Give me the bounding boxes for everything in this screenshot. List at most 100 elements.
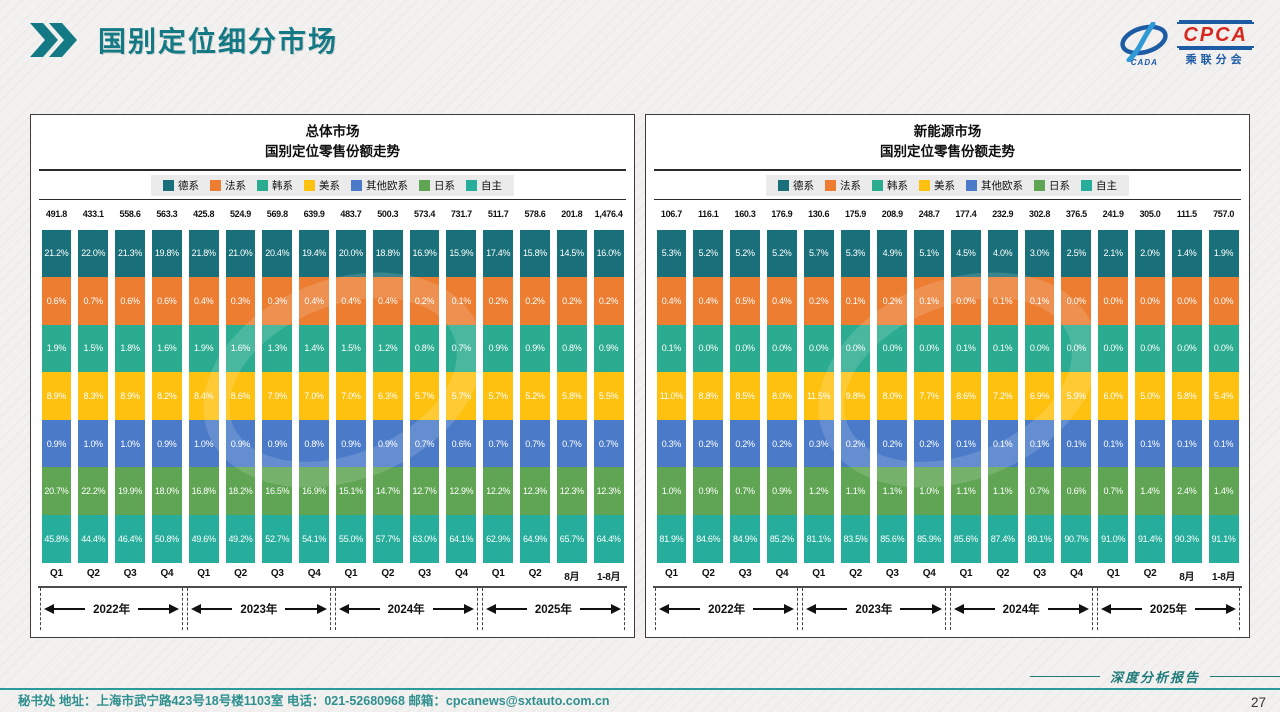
x-axis-labels: Q1 Q2 Q3 Q4 Q1 Q2 Q3 Q4 Q1 Q2 Q3 Q4 Q1 Q2 8月 1-8月 bbox=[38, 568, 627, 583]
x-tick-label: Q2 bbox=[849, 567, 862, 579]
bar-segment: 5.9% bbox=[1061, 372, 1092, 420]
bar-segment: 7.7% bbox=[914, 372, 944, 420]
bar-segment: 1.4% bbox=[1171, 229, 1202, 278]
x-tick-label: Q4 bbox=[454, 567, 468, 579]
chart-panel-nev-market: 新能源市场 国别定位零售份额走势 德系 法系 韩系 美系 其他欧系 日系 自主 106.7 1… bbox=[645, 114, 1250, 638]
slide-header: 国别定位细分市场 bbox=[30, 20, 338, 60]
year-groups-row: 2022年 2023年 2024年 2025年 bbox=[38, 587, 627, 630]
year-group-label: 2024年 bbox=[1002, 603, 1040, 616]
arrow-left-icon bbox=[806, 603, 817, 614]
chart-title: 总体市场 国别定位零售份额走势 bbox=[38, 122, 627, 163]
bar-segment: 0.1% bbox=[446, 277, 477, 325]
bar-segment: 2.0% bbox=[1135, 229, 1165, 278]
legend-swatch bbox=[919, 179, 930, 191]
bar-segment: 0.4% bbox=[372, 277, 403, 325]
bar-segment: 0.0% bbox=[1208, 324, 1239, 373]
bar-segment: 16.9% bbox=[299, 467, 329, 515]
legend-swatch bbox=[304, 179, 315, 191]
bar-segment: 8.3% bbox=[78, 372, 109, 420]
legend-item: 法系 bbox=[825, 178, 861, 193]
bar-segment: 15.8% bbox=[520, 229, 550, 278]
total-label: 558.6 bbox=[119, 208, 141, 219]
bar-segment: 0.0% bbox=[693, 324, 724, 373]
bar-segment: 0.2% bbox=[593, 277, 624, 325]
bar-segment: 0.1% bbox=[951, 419, 981, 468]
bar-segment: 1.2% bbox=[372, 324, 403, 373]
bar-segment: 14.5% bbox=[556, 229, 587, 278]
arrow-left-icon bbox=[44, 603, 54, 614]
x-tick-label: Q2 bbox=[1143, 567, 1157, 579]
page-title: 国别定位细分市场 bbox=[98, 26, 339, 57]
year-group-label: 2025年 bbox=[534, 603, 572, 616]
bar-segment: 7.0% bbox=[299, 372, 329, 420]
bar-segment: 0.2% bbox=[556, 277, 587, 325]
x-tick-label: 1-8月 bbox=[596, 571, 621, 583]
bar-column: 18.8% 0.4% 1.2% 6.3% 0.9% 14.7% 57.7% bbox=[369, 229, 406, 563]
bar-segment: 4.0% bbox=[987, 229, 1018, 278]
bar-column: 4.5% 0.0% 0.1% 8.6% 0.1% 1.1% 85.6% bbox=[948, 229, 985, 563]
bar-segment: 0.0% bbox=[1171, 277, 1202, 325]
bar-segment: 84.6% bbox=[693, 514, 724, 563]
bar-segment: 0.9% bbox=[225, 419, 256, 468]
bar-segment: 54.1% bbox=[299, 514, 329, 563]
bar-segment: 1.0% bbox=[115, 419, 145, 468]
legend-swatch bbox=[966, 179, 977, 191]
legend-swatch bbox=[825, 179, 836, 191]
legend-label: 德系 bbox=[793, 179, 814, 192]
bar-segment: 0.7% bbox=[593, 419, 624, 468]
x-tick-label: Q4 bbox=[160, 567, 174, 579]
bar-segment: 0.7% bbox=[409, 419, 440, 468]
total-label: 305.0 bbox=[1139, 208, 1161, 219]
bar-segment: 0.0% bbox=[840, 324, 871, 373]
bar-segment: 89.1% bbox=[1024, 514, 1055, 563]
bar-segment: 0.7% bbox=[1024, 467, 1055, 515]
total-label: 176.9 bbox=[771, 208, 793, 219]
legend-item: 法系 bbox=[210, 178, 246, 193]
bar-segment: 0.5% bbox=[730, 277, 760, 325]
bar-segment: 1.4% bbox=[299, 324, 329, 373]
bar-segment: 0.9% bbox=[41, 419, 72, 468]
chart-title-line1: 新能源市场 bbox=[913, 124, 982, 139]
bar-segment: 1.1% bbox=[951, 467, 981, 515]
bar-column: 5.1% 0.1% 0.0% 7.7% 0.2% 1.0% 85.9% bbox=[911, 229, 948, 563]
bar-segment: 14.7% bbox=[372, 467, 403, 515]
bar-segment: 64.4% bbox=[593, 514, 624, 563]
total-label: 111.5 bbox=[1176, 208, 1197, 219]
bar-segment: 0.1% bbox=[656, 324, 687, 373]
year-group-label: 2024年 bbox=[387, 603, 425, 616]
total-label: 248.7 bbox=[918, 208, 940, 219]
bar-column: 17.4% 0.2% 0.9% 5.7% 0.7% 12.2% 62.9% bbox=[480, 229, 517, 563]
bar-segment: 83.5% bbox=[840, 514, 871, 563]
arrow-line bbox=[495, 607, 527, 610]
x-tick-label: Q1 bbox=[812, 567, 826, 579]
bar-segment: 0.2% bbox=[483, 277, 514, 325]
bar-column: 2.0% 0.0% 0.0% 5.0% 0.1% 1.4% 91.4% bbox=[1132, 229, 1169, 563]
bar-segment: 0.9% bbox=[593, 324, 624, 373]
bar-segment: 0.0% bbox=[1135, 277, 1165, 325]
bar-segment: 0.6% bbox=[115, 277, 145, 325]
bar-column: 4.0% 0.1% 0.1% 7.2% 0.1% 1.1% 87.4% bbox=[984, 229, 1021, 563]
year-group: 2025年 bbox=[1096, 587, 1240, 630]
footer-divider bbox=[0, 688, 1280, 690]
bar-segment: 5.2% bbox=[730, 229, 760, 278]
arrow-line bbox=[54, 607, 86, 610]
x-tick-label: Q1 bbox=[959, 567, 973, 579]
bar-segment: 0.1% bbox=[987, 324, 1018, 373]
bar-segment: 90.3% bbox=[1171, 514, 1202, 563]
bar-segment: 0.1% bbox=[1171, 419, 1202, 468]
arrow-left-icon bbox=[338, 603, 349, 614]
bar-segment: 0.2% bbox=[766, 419, 797, 468]
bar-segment: 0.0% bbox=[1098, 324, 1129, 373]
bar-segment: 0.6% bbox=[1061, 467, 1092, 515]
x-axis-labels: Q1 Q2 Q3 Q4 Q1 Q2 Q3 Q4 Q1 Q2 Q3 Q4 Q1 Q2 8月 1-8月 bbox=[653, 568, 1242, 583]
bar-segment: 20.7% bbox=[41, 467, 72, 515]
arrow-line bbox=[900, 607, 932, 610]
total-label: 376.5 bbox=[1065, 208, 1087, 219]
x-tick-label: Q1 bbox=[344, 567, 358, 579]
year-group-label: 2022年 bbox=[93, 603, 131, 616]
bar-segment: 7.0% bbox=[336, 372, 366, 420]
chart-title-line2: 国别定位零售份额走势 bbox=[265, 144, 400, 160]
bar-segment: 5.1% bbox=[914, 229, 944, 278]
total-label: 511.7 bbox=[487, 208, 509, 219]
arrow-right-icon bbox=[784, 603, 795, 614]
